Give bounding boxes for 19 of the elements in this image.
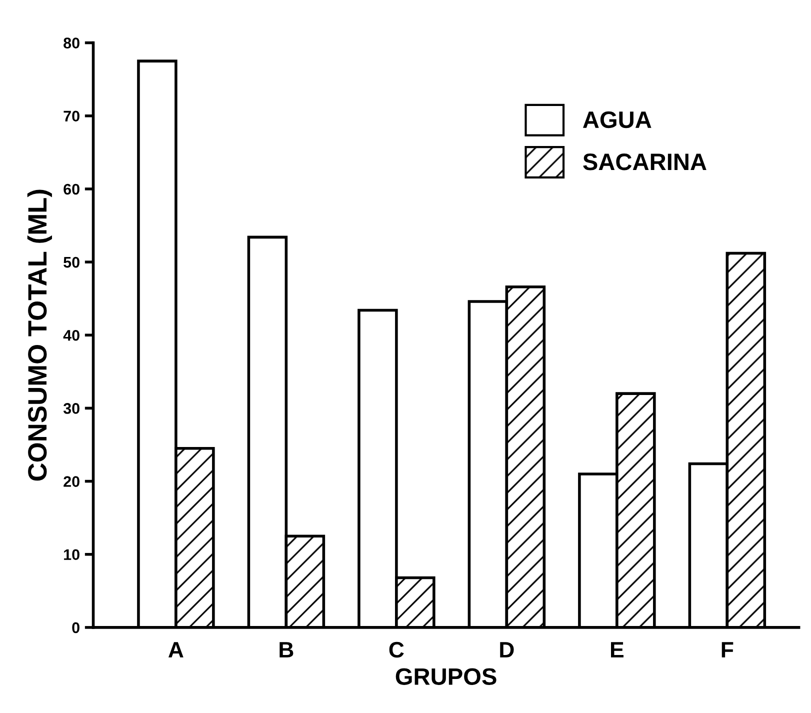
y-tick-label: 70 [64,110,80,122]
y-tick-label: 40 [63,330,80,341]
x-tick-label: D [500,642,514,658]
y-tick-label: 60 [64,184,80,195]
x-tick-label: A [168,642,184,658]
x-tick-label: B [280,642,294,658]
legend-label: AGUA [582,111,652,128]
y-axis-title: CONSUMO TOTAL (ML) [27,190,52,481]
x-tick-label: C [389,642,404,658]
y-tick-label: 30 [63,403,80,414]
legend-label: SACARINA [583,154,706,170]
x-tick-label: F [722,642,734,658]
y-tick-label: 0 [72,622,80,634]
y-tick-label: 10 [64,549,80,560]
y-tick-label: 80 [64,38,80,48]
x-tick-label: E [611,642,624,658]
y-tick-label: 20 [64,476,80,487]
y-tick-label: 50 [64,256,80,268]
x-axis-title: GRUPOS [396,668,496,685]
